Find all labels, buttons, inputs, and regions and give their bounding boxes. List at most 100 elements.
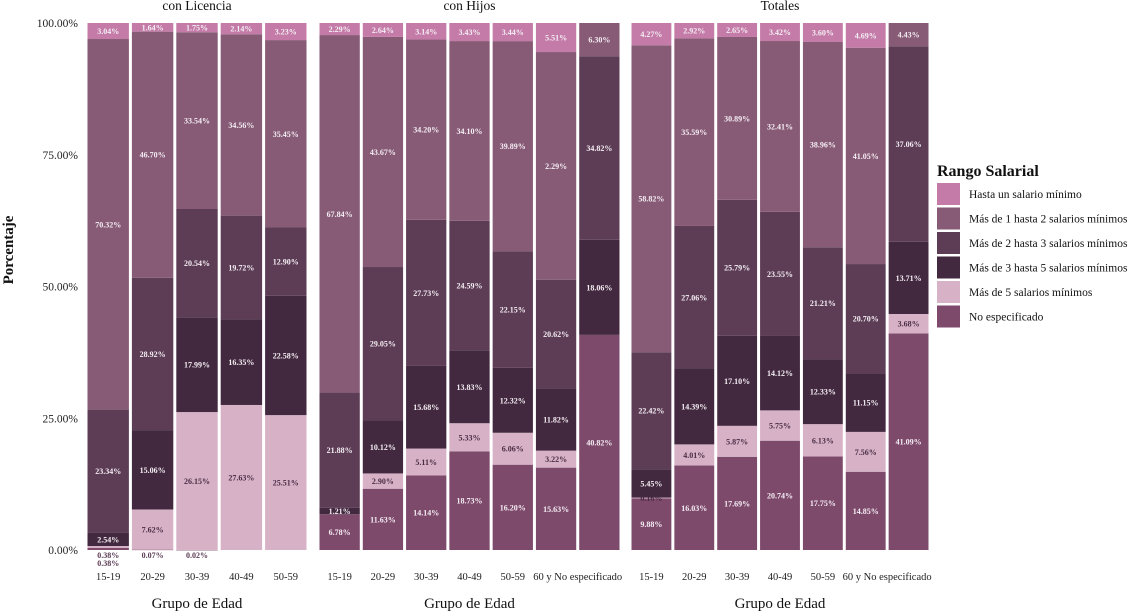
legend-swatch: [937, 232, 960, 254]
bar-stack: 18.73% 5.33% 13.83% 24.59% 34.10% 3.43%: [449, 23, 490, 550]
segment-label: 28.92%: [140, 350, 166, 359]
bar-segment: [802, 23, 843, 42]
bar-segment: [220, 404, 263, 550]
segment-label: 25.79%: [724, 264, 750, 273]
segment-label: 15.06%: [140, 466, 166, 475]
facet-title: con Hijos: [443, 0, 495, 13]
segment-label: 20.54%: [184, 259, 210, 268]
bar-segment: [845, 47, 886, 265]
x-tick-label: 20-29: [371, 572, 396, 583]
bar-segment: [845, 23, 886, 48]
bar-stack: 27.63% 16.35% 19.72% 34.56% 2.14%: [220, 23, 263, 550]
segment-label: 21.21%: [810, 299, 836, 308]
segment-label: 39.89%: [500, 142, 526, 151]
y-tick-label: 75.00%: [43, 150, 79, 162]
facet-2: con Hijos 6.78% 1.21% 21.88% 67.84% 2.29% 11.6…: [319, 0, 622, 612]
segment-label: 5.75%: [769, 422, 791, 431]
bar-segment: [406, 219, 447, 366]
segment-label: 17.99%: [184, 361, 210, 370]
legend-label: Más de 2 hasta 3 salarios mínimos: [969, 238, 1128, 250]
segment-label: 33.54%: [184, 117, 210, 126]
bar-segment: [362, 420, 404, 474]
y-axis: 0.00% 25.00% 50.00% 75.00% 100.00%: [37, 18, 79, 557]
segment-label: 0.02%: [186, 551, 208, 560]
legend-swatch: [937, 183, 960, 205]
bar-segment: [535, 450, 577, 468]
segment-label: 58.82%: [638, 195, 664, 204]
legend-item: Más de 2 hasta 3 salarios mínimos: [937, 232, 1128, 254]
bar-segment: [845, 373, 886, 432]
bar-segment: [449, 350, 490, 424]
segment-label: 46.70%: [140, 151, 166, 160]
legend-swatch: [937, 207, 960, 230]
facet-3: Totales 9.88% 0.16% 5.45% 22.42% 58.82% 4.27% 1…: [631, 0, 932, 612]
bar-segment: [888, 46, 929, 242]
bar-segment: [406, 23, 447, 40]
segment-label: 5.33%: [459, 433, 481, 442]
segment-label: 67.84%: [327, 210, 353, 219]
bar-stack: 9.88% 0.16% 5.45% 22.42% 58.82% 4.27%: [631, 23, 672, 550]
segment-label: 3.68%: [898, 320, 920, 329]
bar-segment: [631, 23, 672, 46]
segment-label: 20.70%: [853, 315, 879, 324]
segment-label: 14.39%: [681, 402, 707, 411]
segment-label: 0.38%: [97, 551, 119, 560]
bar-segment: [362, 23, 404, 37]
segment-label: 18.73%: [457, 497, 483, 506]
bar-segment: [492, 464, 533, 550]
bar-segment: [674, 368, 715, 445]
x-tick-label: 40-49: [229, 572, 254, 583]
bar-stack: 14.14% 5.11% 15.68% 27.73% 34.20% 3.14%: [406, 23, 447, 550]
segment-label: 9.88%: [640, 520, 662, 529]
bar-segment: [319, 392, 360, 508]
segment-label: 5.51%: [545, 34, 567, 43]
x-tick-label: 30-39: [185, 572, 210, 583]
x-tick-label: 15-19: [639, 572, 664, 583]
segment-label: 1.75%: [186, 24, 208, 33]
bar-segment: [535, 52, 577, 280]
bar-segment: [717, 335, 758, 426]
legend-item: Hasta un salario mínimo: [937, 183, 1082, 205]
segment-label: 70.32%: [95, 220, 121, 229]
legend-label: No especificado: [969, 312, 1044, 324]
bar-segment: [631, 497, 672, 499]
bar-segment: [802, 456, 843, 550]
segment-label: 34.56%: [228, 121, 254, 130]
segment-label: 17.69%: [724, 499, 750, 508]
bar-segment: [362, 36, 404, 268]
x-axis-title: Grupo de Edad: [424, 596, 515, 612]
y-tick-label: 25.00%: [43, 413, 79, 425]
segment-label: 3.22%: [545, 455, 567, 464]
segment-label: 3.42%: [769, 28, 791, 37]
segment-label: 16.35%: [228, 358, 254, 367]
facet-title: con Licencia: [162, 0, 231, 13]
segment-label: 5.87%: [726, 437, 748, 446]
segment-label: 10.12%: [370, 443, 396, 452]
bar-segment: [674, 225, 715, 369]
bar-segment: [265, 227, 307, 296]
bar-segment: [449, 451, 490, 550]
segment-label: 15.68%: [413, 403, 439, 412]
segment-label: 35.45%: [273, 130, 299, 139]
bar-segment: [492, 23, 533, 42]
segment-label: 16.20%: [500, 503, 526, 512]
facet-title: Totales: [761, 0, 800, 13]
segment-label: 1.21%: [329, 507, 351, 516]
bar-segment: [87, 409, 129, 533]
bar-stack: 17.69% 5.87% 17.10% 25.79% 30.89% 2.65%: [717, 23, 758, 550]
bar-segment: [802, 41, 843, 248]
segment-label: 21.88%: [327, 446, 353, 455]
x-axis-title: Grupo de Edad: [152, 596, 243, 612]
x-tick-label: 60 y No especificado: [533, 572, 622, 583]
bar-segment: [87, 39, 129, 410]
bar-stack: 20.74% 5.75% 14.12% 23.55% 32.41% 3.42%: [760, 23, 800, 550]
legend-label: Más de 3 hasta 5 salarios mínimos: [969, 263, 1128, 275]
x-tick-label: 50-59: [811, 572, 836, 583]
bar-segment: [362, 488, 404, 550]
bar-segment: [631, 45, 672, 353]
bar-segment: [579, 56, 620, 240]
bar-segment: [406, 475, 447, 550]
y-tick-label: 100.00%: [37, 18, 79, 30]
segment-label: 4.69%: [855, 31, 877, 40]
